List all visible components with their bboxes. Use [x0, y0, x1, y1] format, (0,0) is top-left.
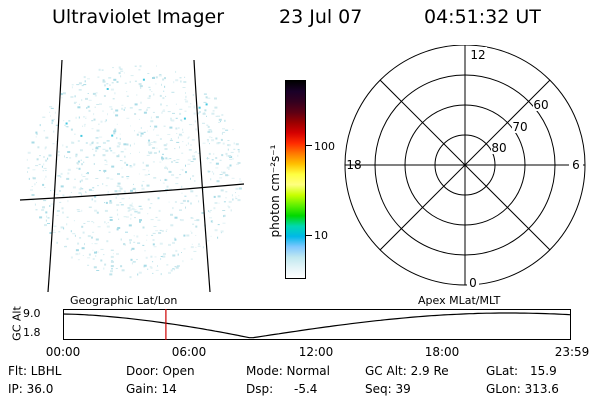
- mlt-label-0: 0: [469, 276, 477, 290]
- timeline-y-axis-label: GC Alt: [10, 306, 24, 341]
- timeline-x-tick: 06:00: [171, 345, 207, 359]
- timeline-y-tick: 1.8: [23, 326, 41, 339]
- timeline-x-tick: 18:00: [424, 345, 460, 359]
- door-status: Door: Open: [126, 364, 195, 378]
- date-label: 23 Jul 07: [279, 6, 363, 28]
- ip-status: IP: 36.0: [8, 382, 54, 396]
- dsp-value: -5.4: [294, 382, 318, 396]
- colorbar-unit-label: photon cm⁻²s⁻¹: [268, 144, 282, 238]
- mlat-label-60: 60: [533, 98, 548, 112]
- color-scale-bar: [285, 80, 306, 279]
- glon-status: GLon: 313.6: [486, 382, 559, 396]
- mlt-label-18: 18: [346, 158, 361, 172]
- altitude-timeline: [63, 309, 571, 340]
- geo-latlon-label: Geographic Lat/Lon: [70, 294, 178, 307]
- altitude-curve: [63, 312, 571, 339]
- filter-status: Flt: LBHL: [8, 364, 62, 378]
- instrument-title: Ultraviolet Imager: [52, 6, 225, 28]
- apex-mlat-mlt-label: Apex MLat/MLT: [418, 294, 501, 307]
- gc-alt-status: GC Alt: 2.9 Re: [365, 364, 449, 378]
- glat-label: GLat:: [486, 364, 519, 378]
- mlat-label-70: 70: [512, 120, 527, 134]
- time-label: 04:51:32 UT: [424, 6, 541, 28]
- mlat-label-80: 80: [491, 141, 506, 155]
- latitude-line: [19, 183, 245, 201]
- timeline-x-tick: 12:00: [298, 345, 334, 359]
- glat-value: 15.9: [530, 364, 557, 378]
- geographic-image: [19, 59, 245, 292]
- colorbar-tick-10: 10: [314, 229, 328, 242]
- mlt-label-6: 6: [572, 158, 580, 172]
- timeline-y-tick: 9.0: [23, 307, 41, 320]
- mlt-label-12: 12: [470, 48, 485, 62]
- timeline-x-tick: 23:59: [554, 345, 590, 359]
- seq-status: Seq: 39: [365, 382, 411, 396]
- polar-plot: 12 18 6 0 60 70 80: [344, 45, 586, 290]
- gain-status: Gain: 14: [126, 382, 177, 396]
- longitude-line: [47, 59, 63, 292]
- colorbar-tick-100: 100: [314, 140, 335, 153]
- mode-status: Mode: Normal: [246, 364, 330, 378]
- timeline-x-tick: 00:00: [45, 345, 81, 359]
- longitude-line: [193, 59, 211, 292]
- dsp-label: Dsp:: [246, 382, 274, 396]
